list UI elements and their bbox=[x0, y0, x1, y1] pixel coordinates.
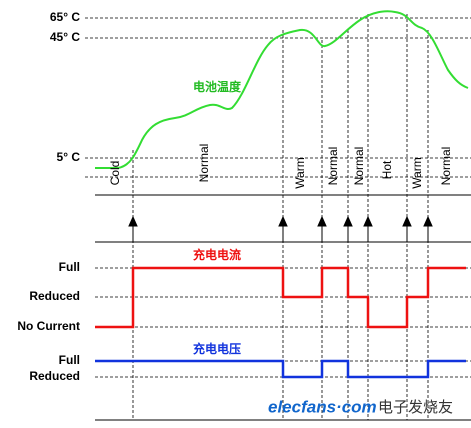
zone-label: Warm bbox=[410, 157, 424, 189]
voltage-label: Reduced bbox=[29, 369, 80, 383]
watermark-site: elecfans·com bbox=[268, 397, 377, 416]
current-label: Full bbox=[59, 260, 80, 274]
temp-label: 5° C bbox=[57, 150, 81, 164]
current-label: Reduced bbox=[29, 289, 80, 303]
zone-label: Normal bbox=[352, 147, 366, 186]
current-title: 充电电流 bbox=[193, 247, 241, 262]
temperature-curve bbox=[95, 10, 469, 169]
voltage-label: Full bbox=[59, 353, 80, 367]
voltage-title: 充电电压 bbox=[193, 341, 241, 356]
current-label: No Current bbox=[17, 319, 80, 333]
zone-label: Cold bbox=[108, 161, 122, 186]
voltage-curve bbox=[95, 359, 466, 379]
watermark-name: 电子发烧友 bbox=[378, 399, 453, 416]
grid bbox=[85, 14, 471, 421]
temp-label: 45° C bbox=[50, 30, 80, 44]
current-curve bbox=[95, 266, 466, 329]
zone-label: Normal bbox=[197, 144, 211, 183]
temp-label: 65° C bbox=[50, 10, 80, 24]
arrows bbox=[128, 215, 433, 242]
temp-title: 电池温度 bbox=[193, 79, 242, 94]
labels: 65° C 45° C 5° C 电池温度 充电电流 充电电压 Full Red… bbox=[17, 10, 453, 416]
zone-label: Normal bbox=[439, 147, 453, 186]
zone-label: Hot bbox=[380, 160, 394, 179]
zone-label: Warm bbox=[293, 157, 307, 189]
zone-label: Normal bbox=[326, 147, 340, 186]
